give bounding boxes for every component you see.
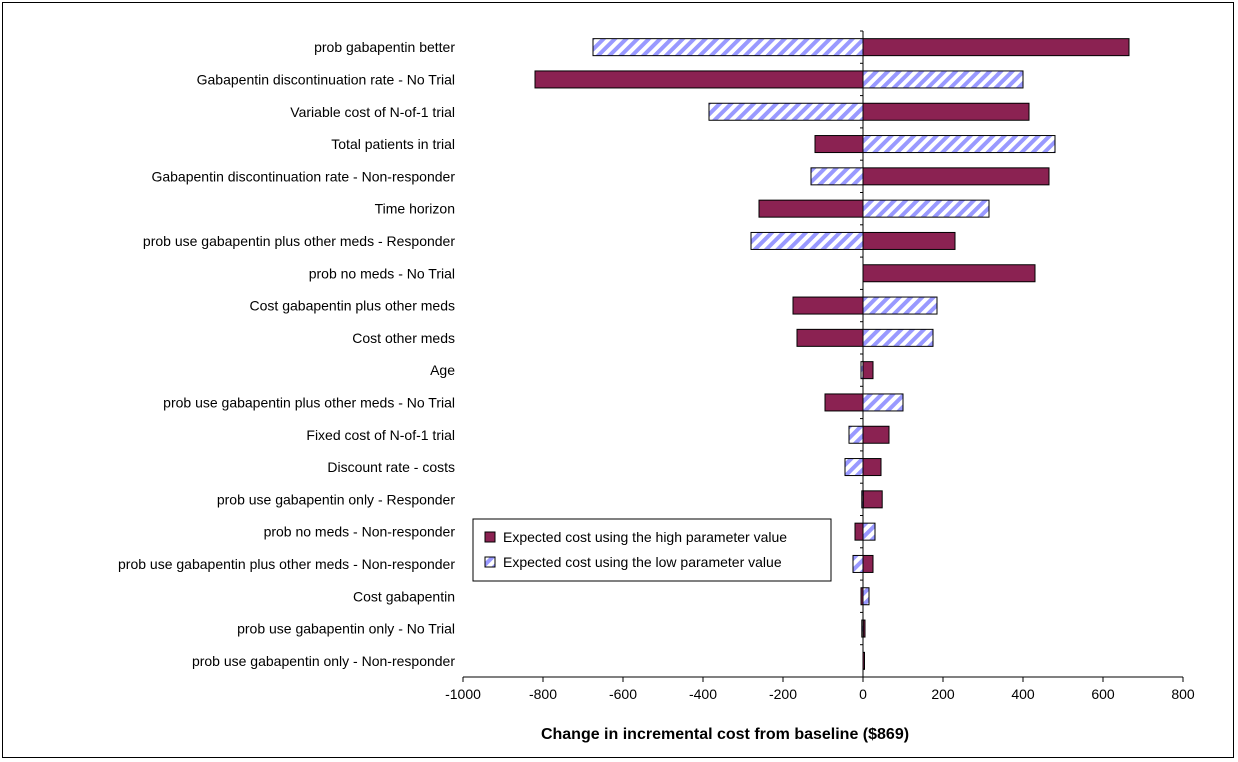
category-label-16: prob use gabapentin plus other meds - No… [118,556,455,572]
bar-low-17 [862,587,870,606]
bar-low-6 [750,231,864,250]
bar-high-6 [862,231,956,250]
category-label-2: Variable cost of N-of-1 trial [290,104,455,120]
category-labels: prob gabapentin better Gabapentin discont… [118,39,455,669]
category-label-4: Gabapentin discontinuation rate - Non-re… [151,168,455,184]
bar-high-0 [862,38,1130,57]
bar-low-0 [592,38,864,57]
category-label-12: Fixed cost of N-of-1 trial [306,427,455,443]
category-label-13: Discount rate - costs [327,459,455,475]
bar-high-4 [862,167,1050,186]
bar-high-8 [792,296,864,315]
bar-low-12 [848,425,864,444]
tornado-chart: prob gabapentin better Gabapentin discont… [118,30,1195,743]
bar-low-1 [862,70,1024,89]
legend-swatch-high [484,531,496,543]
x-tick-label-3: -400 [689,686,717,702]
bar-high-1 [534,70,864,89]
legend-label-high: Expected cost using the high parameter v… [503,529,787,545]
x-tick-label-1: -800 [529,686,557,702]
bar-high-13 [862,458,882,477]
bar-low-16 [852,554,864,573]
x-tick-label-0: -1000 [445,686,481,702]
bar-high-15 [854,522,864,541]
bar-high-5 [758,199,864,218]
category-label-11: prob use gabapentin plus other meds - No… [163,394,455,410]
bar-high-3 [814,135,864,154]
bar-low-9 [862,328,934,347]
legend-swatch-low [484,556,496,568]
bar-low-2 [708,102,864,121]
bar-high-2 [862,102,1030,121]
category-label-7: prob no meds - No Trial [309,265,455,281]
category-label-5: Time horizon [375,201,455,217]
legend-box [472,518,832,582]
x-tick-label-4: -200 [769,686,797,702]
category-label-18: prob use gabapentin only - No Trial [237,621,455,637]
x-tick-label-7: 400 [1011,686,1035,702]
bar-low-13 [844,458,864,477]
bar-high-16 [862,554,874,573]
category-label-3: Total patients in trial [331,136,455,152]
category-label-0: prob gabapentin better [314,39,455,55]
bar-high-10 [862,361,874,380]
bar-high-9 [796,328,864,347]
category-label-8: Cost gabapentin plus other meds [250,298,455,314]
category-label-17: Cost gabapentin [353,588,455,604]
category-label-1: Gabapentin discontinuation rate - No Tri… [197,71,455,87]
bar-high-12 [862,425,890,444]
bar-low-5 [862,199,990,218]
category-label-14: prob use gabapentin only - Responder [217,491,456,507]
bar-high-14 [862,490,883,509]
bar-high-7 [862,264,1036,283]
legend: Expected cost using the high parameter v… [472,518,832,582]
x-tick-label-6: 200 [931,686,955,702]
bar-low-11 [862,393,904,412]
x-tick-label-8: 600 [1091,686,1115,702]
category-label-10: Age [430,362,455,378]
category-label-19: prob use gabapentin only - Non-responder [192,653,455,669]
axes-layer [462,30,1184,682]
category-label-9: Cost other meds [352,330,455,346]
bar-low-8 [862,296,938,315]
x-tick-label-5: 0 [859,686,867,702]
bar-low-3 [862,135,1056,154]
bar-low-15 [862,522,876,541]
bar-high-11 [824,393,864,412]
x-axis-title: Change in incremental cost from baseline… [541,726,909,743]
x-tick-label-9: 800 [1171,686,1195,702]
legend-label-low: Expected cost using the low parameter va… [503,554,782,570]
bar-low-4 [810,167,864,186]
category-label-6: prob use gabapentin plus other meds - Re… [143,233,455,249]
x-tick-label-2: -600 [609,686,637,702]
x-tick-labels: -1000 -800 -600 -400 -200 0 200 400 600 800 [445,686,1195,702]
category-label-15: prob no meds - Non-responder [264,524,456,540]
